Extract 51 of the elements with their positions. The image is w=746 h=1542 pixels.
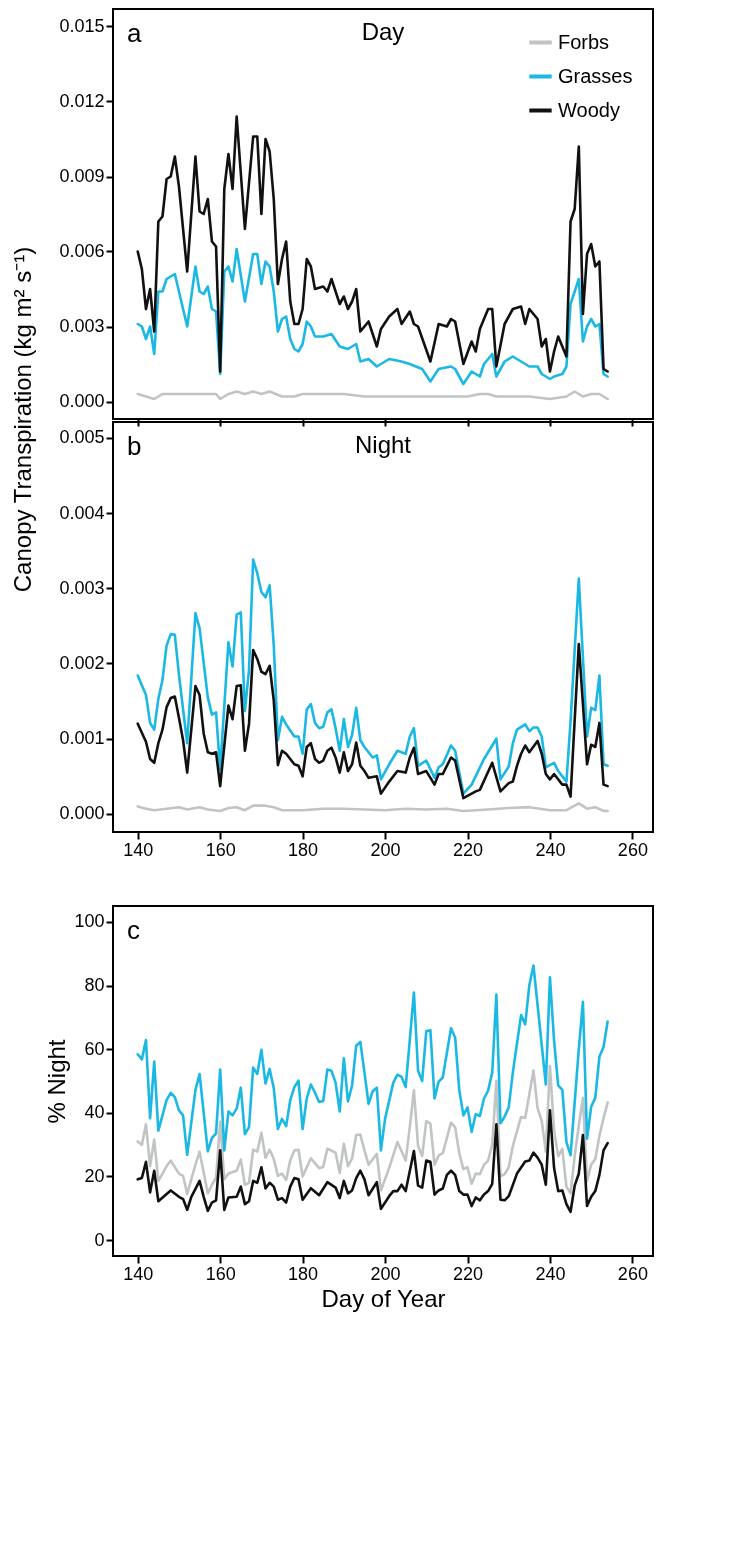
legend-label: Grasses (558, 64, 633, 87)
line-series (136, 390, 609, 401)
y-tick-label: 0.005 (59, 427, 105, 448)
y-tick-label: 0.012 (59, 91, 105, 111)
legend-label: Woody (558, 98, 620, 121)
y-tick-label: 0.009 (59, 166, 105, 186)
y-tick-label: 0.001 (59, 728, 105, 749)
y-tick-label: 0.006 (59, 241, 105, 261)
y-tick-label: 20 (84, 1165, 105, 1186)
y-tick-label: 0.000 (59, 803, 105, 824)
x-tick-label: 240 (535, 839, 566, 860)
x-tick-label: 180 (288, 839, 319, 860)
x-tick-label: 160 (205, 839, 236, 860)
line-series (136, 1064, 609, 1196)
y-tick-label: 0 (94, 1229, 105, 1250)
x-tick-label: 260 (617, 839, 648, 860)
y-tick-label: 0.000 (59, 391, 105, 411)
line-series (136, 1108, 609, 1214)
y-tick-label: 60 (84, 1038, 105, 1059)
x-tick-label: 200 (370, 839, 401, 860)
y-tick-label: 0.002 (59, 652, 105, 673)
x-tick-label: 240 (535, 1263, 566, 1284)
y-tick-label: 0.003 (59, 316, 105, 336)
y-tick-label: 100 (74, 911, 105, 932)
y-tick-label: 80 (84, 975, 105, 996)
annotation: b (127, 431, 142, 461)
y-tick-label: 0.015 (59, 16, 105, 36)
x-axis-title: Day of Year (321, 1284, 446, 1312)
annotation: c (127, 915, 140, 945)
y-tick-label: 0.003 (59, 577, 105, 598)
y-tick-label: 40 (84, 1102, 105, 1123)
line-series (136, 964, 609, 1157)
line-series (136, 247, 609, 386)
line-series (136, 558, 609, 795)
x-tick-label: 200 (370, 1263, 401, 1284)
x-tick-label: 220 (452, 1263, 484, 1284)
legend-label: Forbs (558, 30, 610, 53)
x-tick-label: 140 (123, 839, 154, 860)
y-tick-label: 0.004 (59, 502, 105, 523)
x-tick-label: 260 (617, 1263, 648, 1284)
x-tick-label: 180 (288, 1263, 319, 1284)
x-tick-label: 160 (205, 1263, 236, 1284)
x-tick-label: 140 (123, 1263, 154, 1284)
x-tick-label: 220 (452, 839, 484, 860)
chart-title: Night (354, 431, 412, 458)
line-series (136, 642, 609, 800)
annotation: a (127, 18, 142, 48)
chart-title: Day (361, 18, 405, 45)
line-series (136, 802, 609, 813)
y-axis-title: % Night (43, 1039, 71, 1124)
y-axis-title: Canopy Transpiration (kg m² s⁻¹) (8, 246, 36, 593)
